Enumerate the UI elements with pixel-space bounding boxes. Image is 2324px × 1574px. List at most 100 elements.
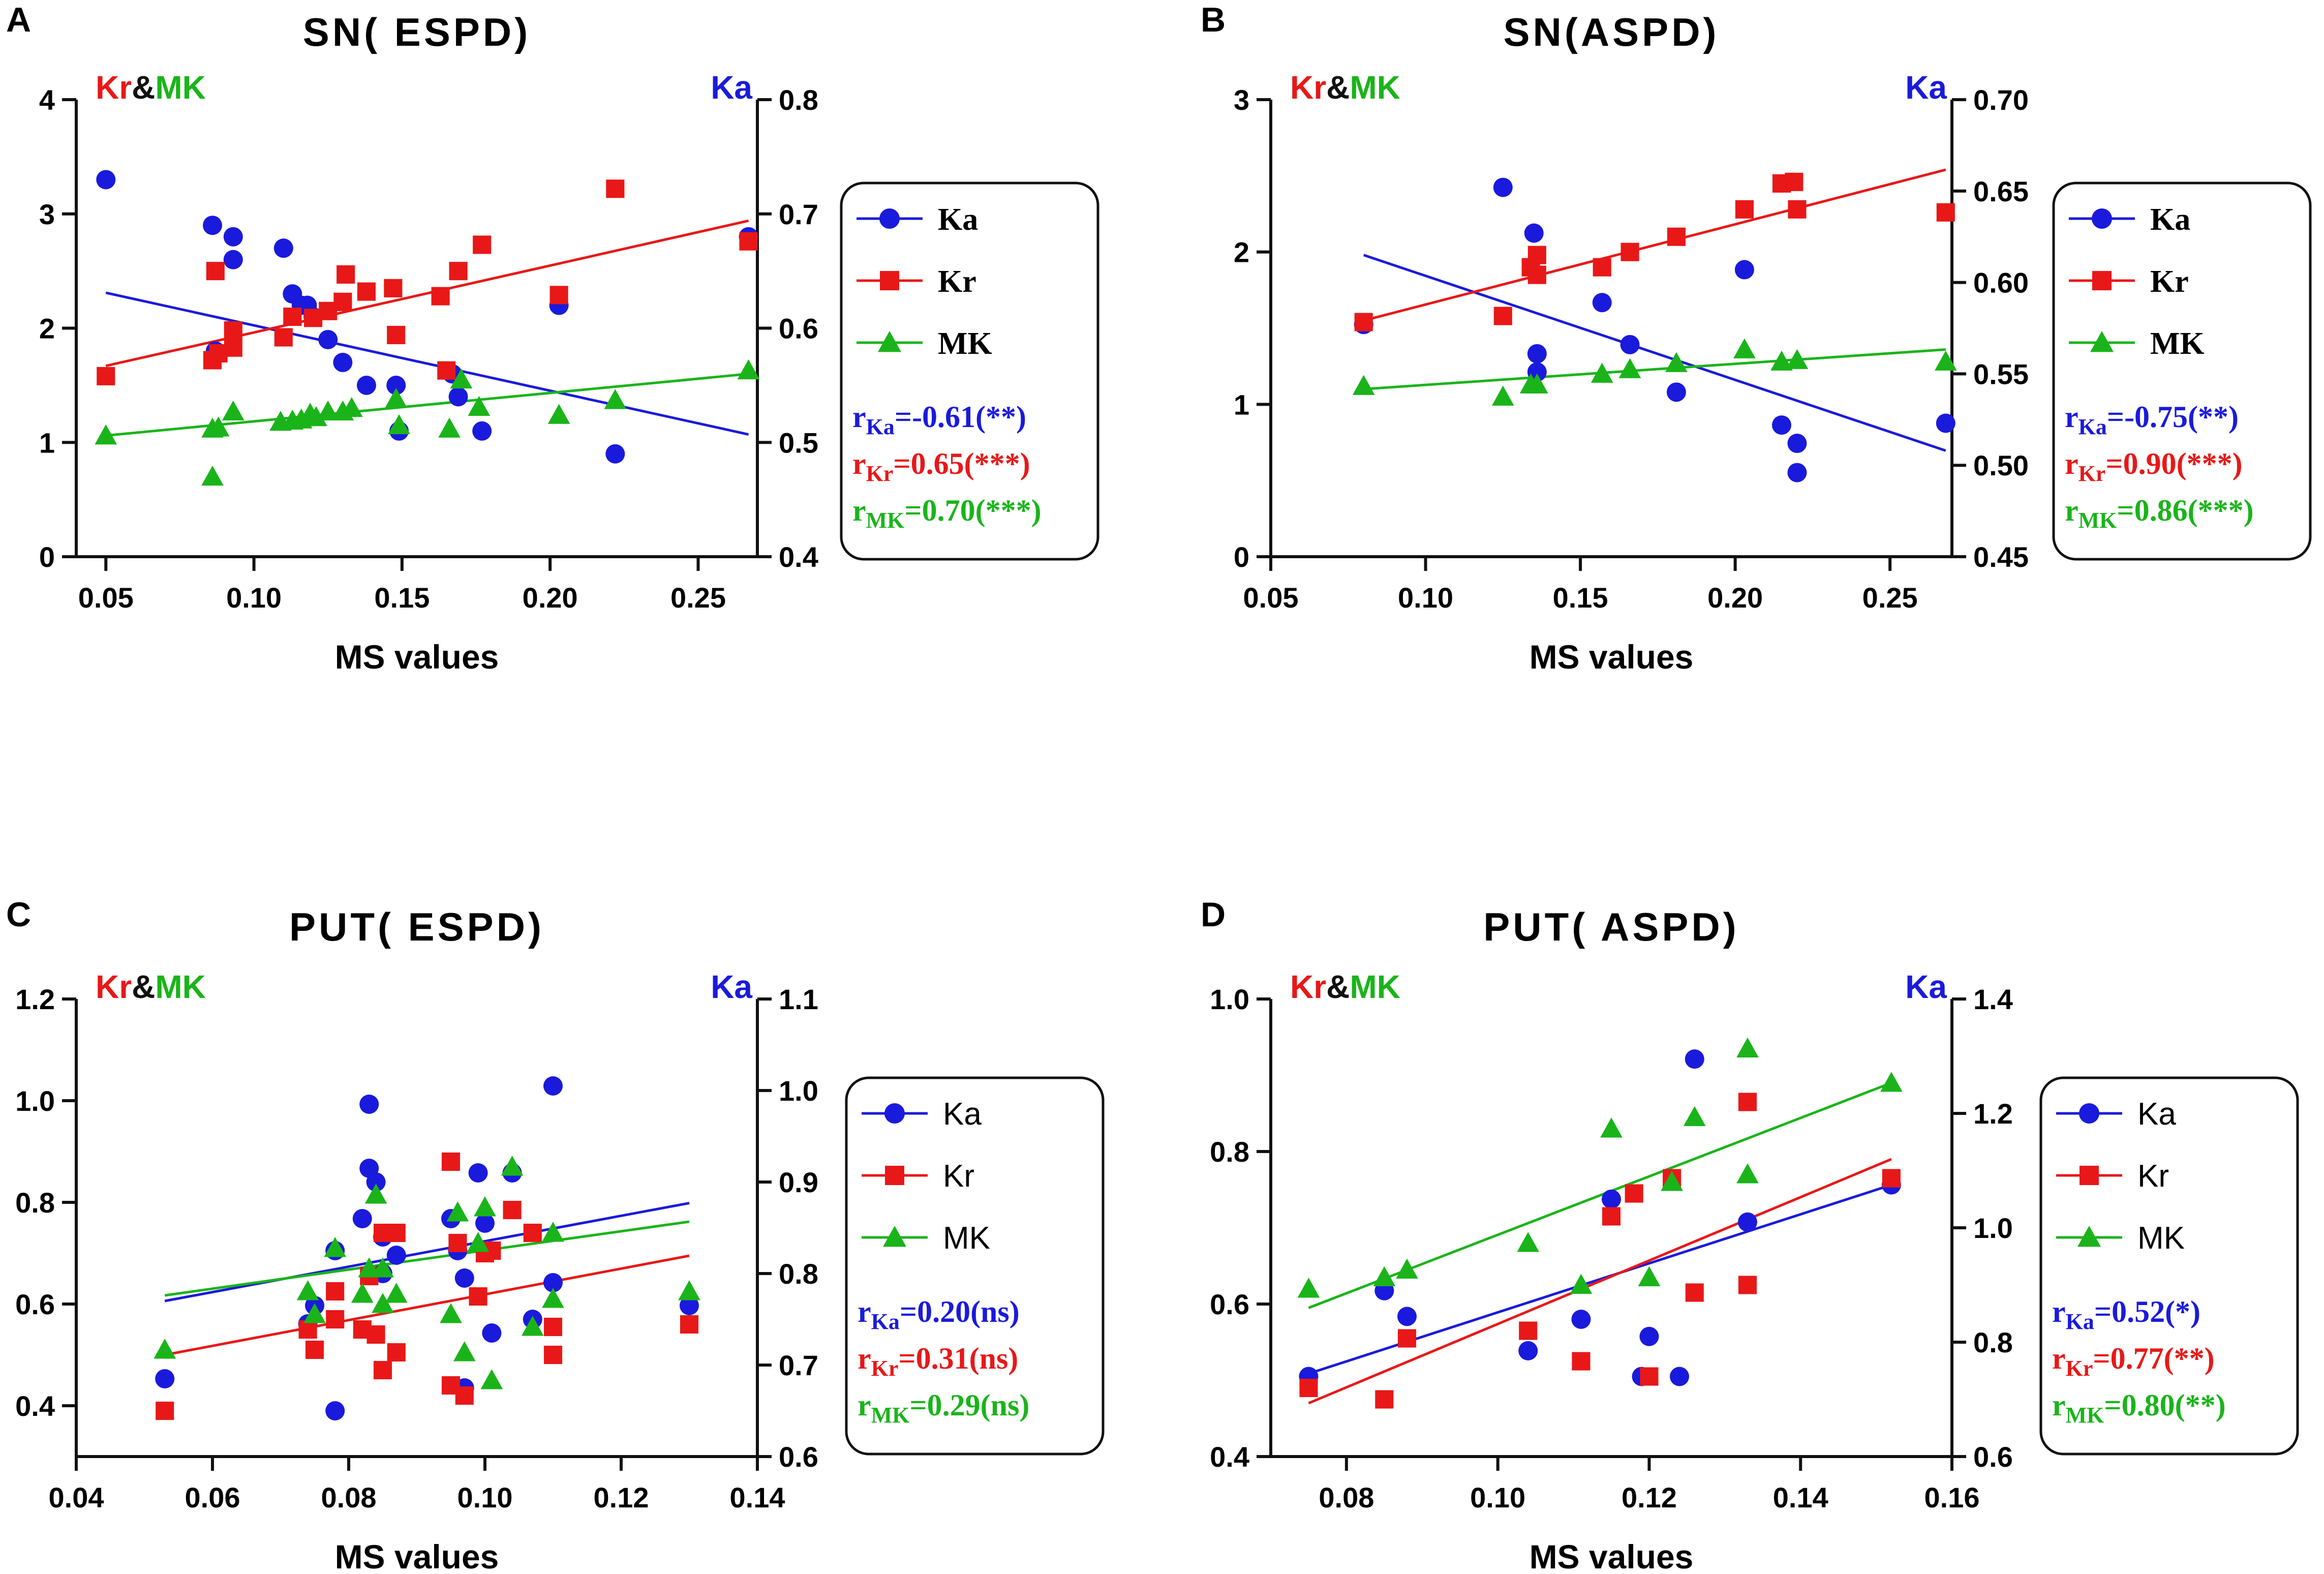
y-right-tick-label: 0.65 xyxy=(1973,175,2029,207)
data-point-mk xyxy=(1736,1163,1759,1184)
legend-label-ka: Ka xyxy=(943,1097,982,1132)
y-left-tick-label: 0.4 xyxy=(15,1390,55,1422)
data-point-mk xyxy=(604,389,627,409)
data-point-kr xyxy=(543,1345,563,1365)
stat-symbol: r xyxy=(858,1295,871,1328)
data-point-kr xyxy=(1882,1169,1901,1188)
legend-label-kr: Kr xyxy=(938,264,976,299)
data-point-ka xyxy=(223,227,243,247)
data-point-ka xyxy=(356,375,376,395)
stat-value: =0.77(**) xyxy=(2093,1342,2214,1375)
data-point-ka xyxy=(1787,434,1807,453)
data-point-mk xyxy=(1491,385,1514,406)
x-tick-label: 0.10 xyxy=(226,582,282,614)
data-point-mk xyxy=(1352,375,1375,395)
data-point-mk xyxy=(1591,362,1613,383)
y-left-tick-label: 0.6 xyxy=(1210,1288,1249,1320)
data-point-kr xyxy=(431,287,450,306)
data-point-kr xyxy=(387,1343,406,1362)
chart-title: PUT( ASPD) xyxy=(1483,904,1739,949)
data-point-kr xyxy=(1667,227,1686,246)
y-left-tick-label: 2 xyxy=(1234,236,1249,268)
data-point-ka xyxy=(1685,1049,1704,1069)
data-point-kr xyxy=(1620,243,1639,261)
data-point-kr xyxy=(1527,246,1546,264)
data-point-kr xyxy=(387,1223,406,1243)
chart-title: SN( ESPD) xyxy=(303,10,531,54)
data-point-mk xyxy=(351,1283,374,1303)
y-left-tick-label: 0.8 xyxy=(15,1187,55,1219)
data-point-kr xyxy=(449,262,468,281)
data-point-ka xyxy=(273,238,293,258)
stat-subscript: Kr xyxy=(2066,1356,2093,1381)
data-point-mk xyxy=(474,1196,496,1217)
y-right-tick-label: 0.6 xyxy=(779,313,818,345)
stat-value: =0.80(**) xyxy=(2104,1388,2225,1422)
data-point-ka xyxy=(1571,1310,1591,1329)
data-point-mk xyxy=(1525,373,1548,394)
data-point-ka xyxy=(454,1268,474,1288)
stat-symbol: r xyxy=(858,1342,871,1375)
data-point-ka xyxy=(359,1095,379,1114)
y-right-tick-label: 0.60 xyxy=(1973,267,2029,299)
stat-kr: rKr=0.77(**) xyxy=(2052,1342,2215,1381)
data-point-kr xyxy=(1640,1367,1659,1386)
stat-subscript: Ka xyxy=(866,414,895,439)
left-label-amp: & xyxy=(132,69,155,106)
data-point-mk xyxy=(1570,1274,1593,1294)
data-point-mk xyxy=(1683,1106,1706,1126)
data-point-mk xyxy=(222,400,244,421)
y-right-tick-label: 0.4 xyxy=(779,541,818,573)
stat-subscript: MK xyxy=(871,1403,910,1428)
data-point-kr xyxy=(387,325,406,345)
data-point-kr xyxy=(1735,200,1754,219)
stat-mk: rMK=0.86(***) xyxy=(2065,494,2254,533)
legend-marker-kr xyxy=(2092,271,2112,290)
right-axis-label: Ka xyxy=(711,69,752,106)
data-point-mk xyxy=(154,1339,176,1359)
legend-label-mk: MK xyxy=(938,326,992,361)
stat-symbol: r xyxy=(2065,494,2078,527)
y-left-tick-label: 1 xyxy=(1234,388,1249,420)
stat-value: =-0.61(**) xyxy=(895,400,1026,434)
fit-line-ka xyxy=(1363,254,1946,452)
data-point-mk xyxy=(467,1232,490,1252)
data-point-ka xyxy=(366,1172,386,1192)
data-point-mk xyxy=(372,1257,394,1278)
x-tick-label: 0.05 xyxy=(1243,582,1299,614)
x-tick-label: 0.06 xyxy=(185,1481,240,1514)
legend-marker-mk xyxy=(878,331,901,352)
data-point-mk xyxy=(1770,350,1793,371)
data-point-mk xyxy=(388,414,410,435)
y-right-tick-label: 0.9 xyxy=(779,1166,818,1198)
fit-line-kr xyxy=(164,1254,690,1356)
data-point-mk xyxy=(1638,1266,1661,1286)
stat-mk: rMK=0.29(ns) xyxy=(858,1388,1029,1428)
legend-marker-ka xyxy=(884,1103,905,1124)
fit-line-ka xyxy=(105,291,749,436)
data-point-kr xyxy=(1527,265,1546,284)
data-point-ka xyxy=(1787,463,1807,482)
data-point-ka xyxy=(325,1401,345,1420)
data-point-ka xyxy=(352,1209,372,1228)
legend-label-ka: Ka xyxy=(2137,1097,2176,1132)
data-point-ka xyxy=(543,1076,563,1096)
right-axis-label: Ka xyxy=(711,968,752,1005)
data-point-kr xyxy=(97,367,115,385)
data-point-mk xyxy=(1297,1278,1320,1298)
data-point-mk xyxy=(450,368,473,389)
data-point-kr xyxy=(1375,1390,1394,1409)
data-point-kr xyxy=(523,1223,542,1243)
data-point-kr xyxy=(739,232,758,251)
data-point-kr xyxy=(543,1317,563,1337)
left-label-kr: Kr xyxy=(96,968,132,1005)
y-left-tick-label: 1.0 xyxy=(1210,983,1249,1015)
y-left-tick-label: 0.8 xyxy=(1210,1136,1249,1168)
data-point-kr xyxy=(1936,203,1955,222)
data-point-mk xyxy=(201,465,224,486)
data-point-ka xyxy=(96,170,116,190)
data-point-ka xyxy=(386,375,406,395)
x-axis-label: MS values xyxy=(1530,638,1694,676)
data-point-mk xyxy=(1396,1258,1418,1279)
legend: KaKrMKrKa=0.52(*)rKr=0.77(**)rMK=0.80(**… xyxy=(2039,1076,2299,1456)
